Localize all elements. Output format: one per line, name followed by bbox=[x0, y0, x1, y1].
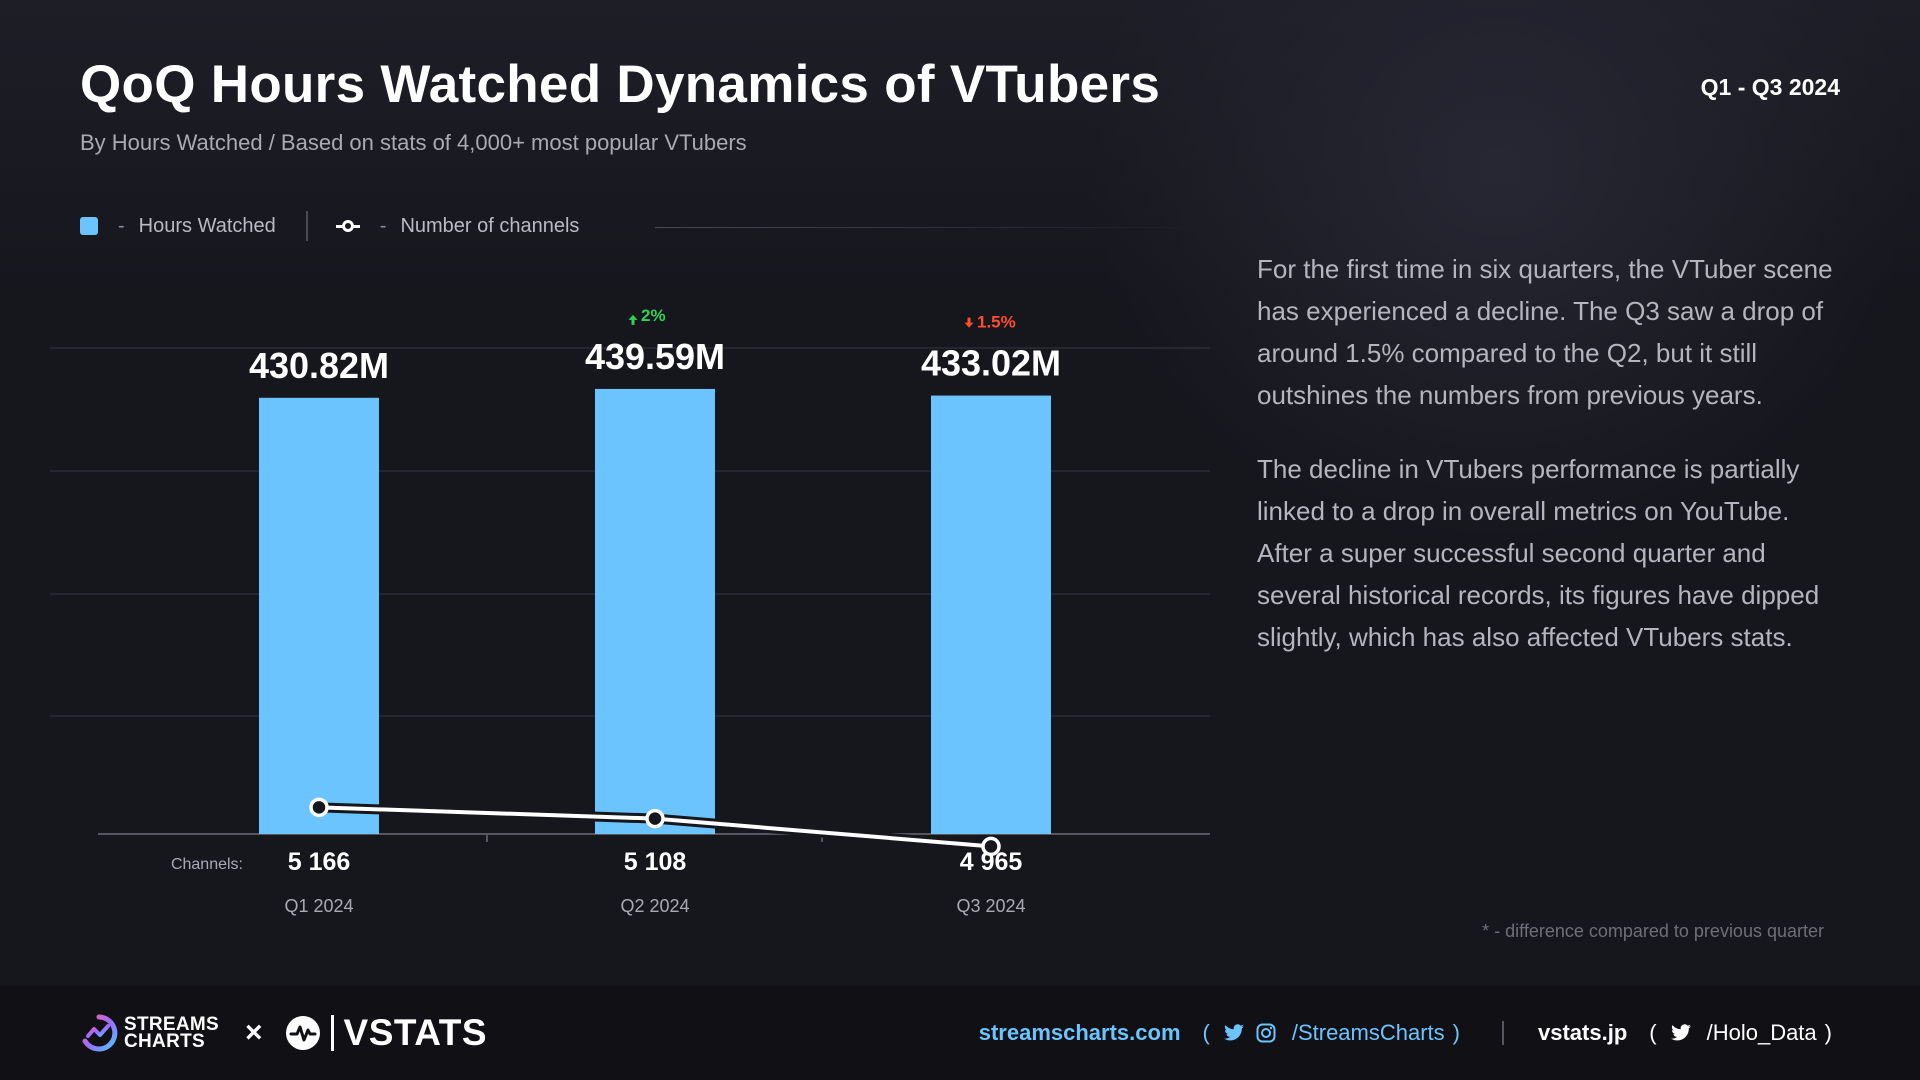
paren-open: ( bbox=[1202, 1020, 1210, 1045]
bar-legend-label: Hours Watched bbox=[138, 214, 276, 237]
instagram-icon[interactable] bbox=[1254, 1021, 1278, 1045]
streamscharts-wordmark: STREAMS CHARTS bbox=[124, 1014, 219, 1052]
x-tick-label: Q3 2024 bbox=[956, 896, 1025, 916]
vstats-site-link[interactable]: vstats.jp bbox=[1538, 1020, 1628, 1045]
vstats-logo-icon bbox=[285, 1016, 320, 1050]
x-tick-label: Q2 2024 bbox=[620, 896, 689, 916]
vstats-wordmark: VSTATS bbox=[343, 1012, 487, 1053]
channels-line-point bbox=[309, 797, 329, 818]
legend-separator bbox=[305, 211, 308, 241]
channels-line-point bbox=[981, 836, 1001, 857]
bar-value-label: 430.82M bbox=[249, 345, 389, 386]
channels-prefix-label: Channels: bbox=[171, 856, 243, 873]
footnote: * - difference compared to previous quar… bbox=[1482, 921, 1824, 941]
channels-line bbox=[309, 797, 1001, 857]
channel-count-label: 4 965 bbox=[960, 848, 1023, 876]
line-legend-label: Number of channels bbox=[400, 214, 580, 237]
arrow-down-shape bbox=[964, 317, 974, 328]
vstats-divider bbox=[330, 1015, 334, 1051]
chart-legend: - Hours Watched - Number of channels bbox=[80, 211, 579, 241]
page-subtitle: By Hours Watched / Based on stats of 4,0… bbox=[80, 130, 747, 155]
paren-close: ) bbox=[1824, 1020, 1832, 1045]
line-legend-swatch bbox=[335, 219, 360, 233]
bars bbox=[259, 388, 1051, 834]
change-label: 1.5% bbox=[977, 313, 1016, 332]
paren-close: ) bbox=[1452, 1020, 1460, 1045]
page-title: QoQ Hours Watched Dynamics of VTubers bbox=[80, 55, 1161, 114]
channel-count-label: 5 108 bbox=[624, 848, 687, 876]
bar bbox=[595, 388, 715, 834]
arrow-up-icon bbox=[628, 314, 638, 325]
bar bbox=[259, 397, 379, 834]
footer: STREAMS CHARTS × VSTATS streamscharts.co… bbox=[0, 986, 1920, 1080]
bar-value-label: 439.59M bbox=[585, 336, 725, 377]
footer-separator bbox=[1502, 1021, 1504, 1045]
legend-dash: - bbox=[118, 214, 125, 237]
paren-open: ( bbox=[1649, 1020, 1657, 1045]
bar bbox=[931, 395, 1051, 834]
channel-count-label: 5 166 bbox=[288, 848, 351, 876]
x-tick-label: Q1 2024 bbox=[284, 896, 353, 916]
arrow-down-icon bbox=[964, 317, 974, 328]
arrow-up-shape bbox=[628, 314, 638, 325]
bar-legend-swatch bbox=[80, 217, 98, 235]
legend-dash: - bbox=[379, 214, 387, 237]
commentary-paragraph: The decline in VTubers performance is pa… bbox=[1257, 454, 1820, 652]
streamscharts-handle-link[interactable]: /StreamsCharts bbox=[1291, 1020, 1445, 1045]
period-label: Q1 - Q3 2024 bbox=[1700, 74, 1840, 100]
change-label: 2% bbox=[641, 306, 666, 325]
commentary: For the first time in six quarters, the … bbox=[1257, 248, 1837, 658]
streamscharts-site-link[interactable]: streamscharts.com bbox=[978, 1020, 1181, 1045]
channels-line-point bbox=[645, 808, 665, 829]
brand-area: STREAMS CHARTS × VSTATS bbox=[80, 986, 487, 1080]
chart-area: 430.82M 439.59M 433.02M 2% 1.5% 5 166 Q1 2024 5… bbox=[50, 306, 1210, 916]
legend-rule bbox=[655, 227, 1215, 228]
bar-value-label: 433.02M bbox=[921, 343, 1061, 384]
commentary-paragraph: For the first time in six quarters, the … bbox=[1257, 254, 1833, 410]
footer-links: streamscharts.com ( /StreamsCharts ) vst… bbox=[979, 986, 1840, 1080]
collab-times: × bbox=[245, 1016, 263, 1049]
chart-labels: 430.82M 439.59M 433.02M 2% 1.5% 5 166 Q1 2024 5… bbox=[171, 306, 1061, 916]
vstats-handle-link[interactable]: /Holo_Data bbox=[1706, 1020, 1817, 1045]
streamscharts-logo-icon bbox=[82, 1014, 118, 1052]
twitter-icon[interactable] bbox=[1669, 1021, 1693, 1045]
twitter-icon[interactable] bbox=[1222, 1021, 1246, 1045]
